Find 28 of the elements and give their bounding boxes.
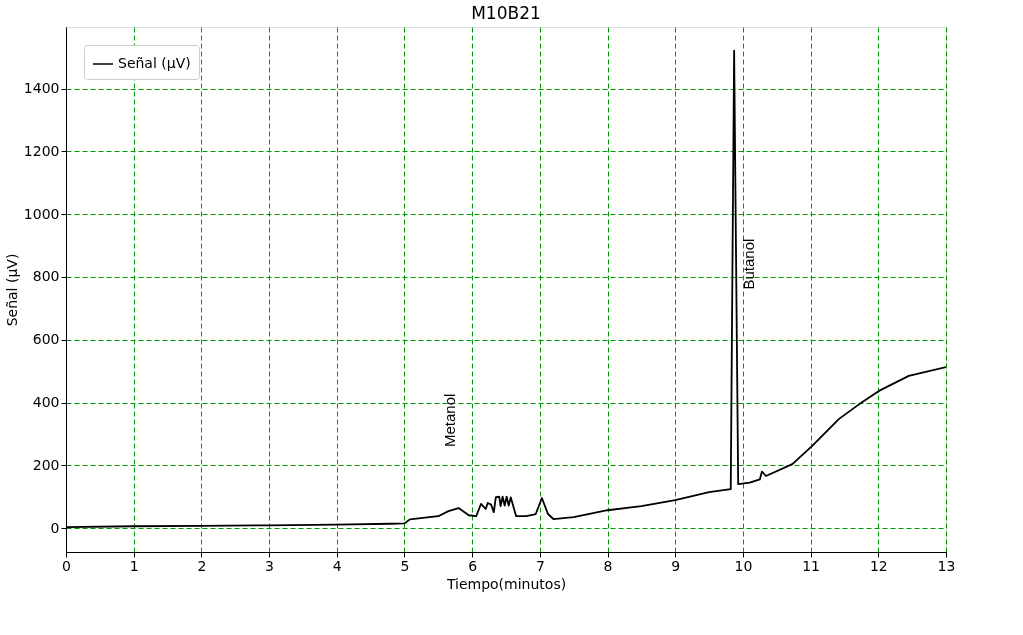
x-tick-label: 4 — [332, 557, 342, 574]
y-tick-label: 400 — [32, 394, 60, 411]
y-tick-label: 1400 — [23, 80, 60, 97]
x-tick-label: 10 — [734, 557, 753, 574]
x-tick-label: 11 — [802, 557, 821, 574]
y-tick-label: 1000 — [23, 205, 60, 222]
x-tick-label: 1 — [129, 557, 139, 574]
legend-label: Señal (μV) — [118, 55, 191, 71]
y-tick-label: 0 — [50, 519, 60, 536]
chart-title: M10B21 — [471, 3, 541, 23]
x-tick-label: 9 — [671, 557, 681, 574]
x-tick-label: 13 — [937, 557, 956, 574]
annotation: Butanol — [739, 238, 757, 290]
x-tick-label: 0 — [62, 557, 71, 574]
y-tick-label: 600 — [32, 331, 60, 348]
y-tick-label: 1200 — [23, 142, 60, 159]
x-axis-title: Tiempo(minutos) — [445, 575, 567, 592]
x-tick-label: 8 — [603, 557, 613, 574]
x-tick-label: 12 — [869, 557, 888, 574]
y-tick-label: 200 — [32, 456, 60, 473]
x-tick-label: 2 — [197, 557, 207, 574]
x-tick-label: 6 — [468, 557, 478, 574]
y-tick-label: 800 — [32, 268, 60, 285]
annotation: Metanol — [440, 393, 458, 447]
y-axis-title: Señal (μV) — [3, 253, 20, 327]
x-tick-label: 3 — [265, 557, 275, 574]
x-tick-label: 5 — [400, 557, 410, 574]
x-tick-label: 7 — [535, 557, 545, 574]
